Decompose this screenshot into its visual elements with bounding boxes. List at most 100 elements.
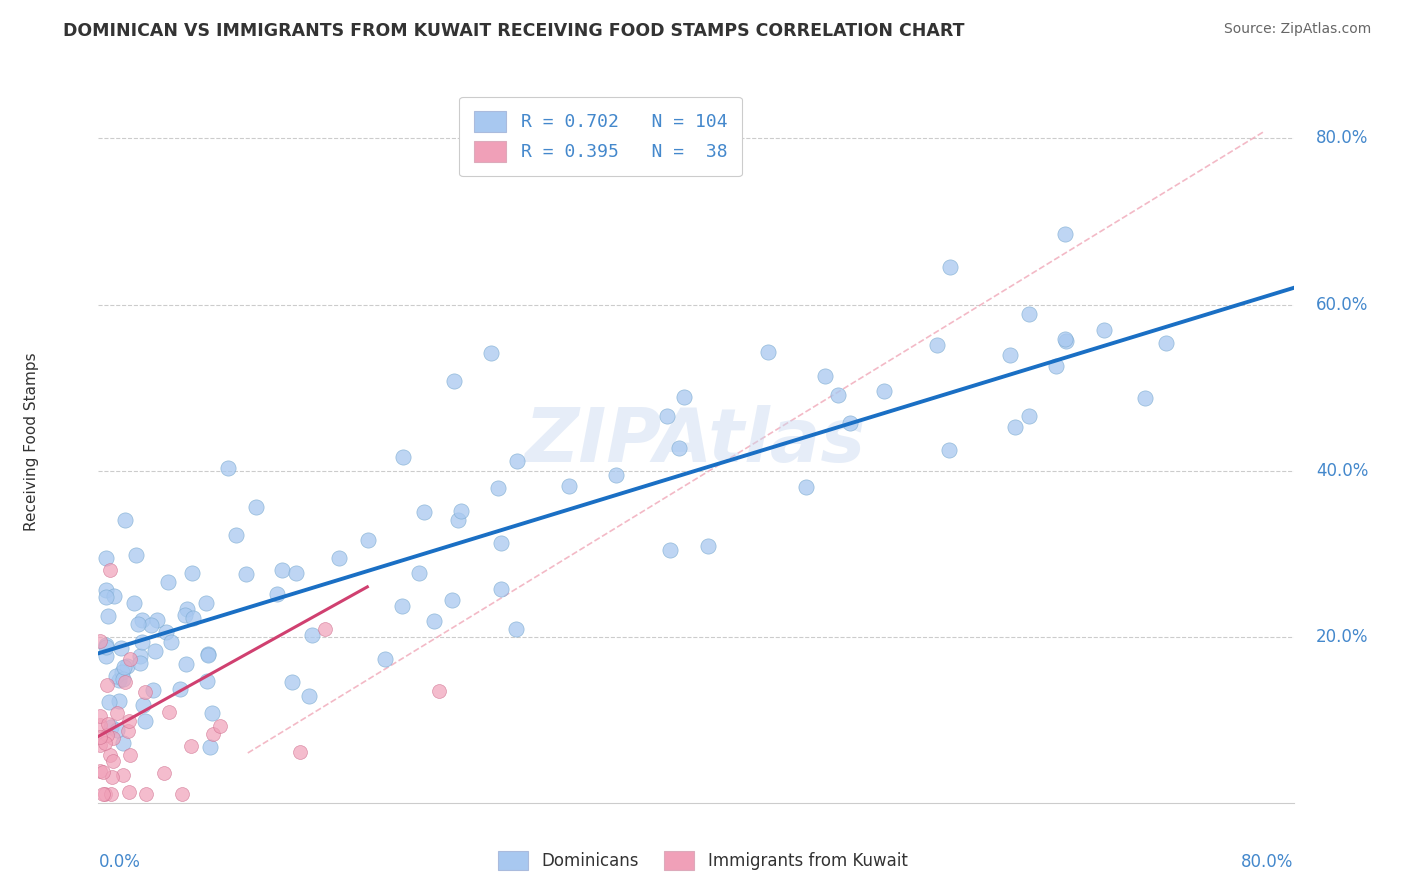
Point [200,706,222,720]
Text: ZIPAtlas: ZIPAtlas [526,405,866,478]
Point [134,685,156,699]
Point [839,416,862,430]
Point [658,542,681,557]
Point [89,731,111,745]
Point [314,622,336,636]
Point [479,345,502,359]
Point [135,788,157,802]
Point [413,505,436,519]
Point [91,764,114,779]
Point [93,737,115,751]
Point [486,481,509,495]
Point [110,641,132,656]
Point [156,575,179,590]
Point [796,480,818,494]
Point [756,345,779,359]
Point [181,611,204,625]
Point [441,592,464,607]
Text: 60.0%: 60.0% [1316,295,1368,313]
Point [374,651,396,665]
Point [142,682,165,697]
Point [94,583,117,598]
Point [174,657,197,672]
Point [112,768,135,782]
Point [97,608,120,623]
Point [131,635,153,649]
Point [281,674,304,689]
Point [157,705,180,719]
Point [672,390,695,404]
Point [100,748,122,763]
Point [118,747,141,762]
Point [94,550,117,565]
Point [107,673,129,688]
Point [94,788,117,802]
Point [558,479,581,493]
Point [217,461,239,475]
Point [1054,227,1077,241]
Legend: R = 0.702   N = 104, R = 0.395   N =  38: R = 0.702 N = 104, R = 0.395 N = 38 [460,96,741,176]
Point [111,736,134,750]
Point [105,723,128,737]
Point [117,724,139,739]
Point [89,764,111,778]
Point [200,739,222,754]
Point [696,539,718,553]
Text: 20.0%: 20.0% [1316,628,1368,646]
Point [197,648,219,662]
Point [117,785,139,799]
Point [98,695,121,709]
Point [103,731,125,746]
Point [301,628,323,642]
Point [127,617,149,632]
Point [173,608,195,623]
Point [201,726,224,740]
Point [1054,332,1077,346]
Text: 0.0%: 0.0% [98,853,141,871]
Point [100,788,122,802]
Point [94,590,117,604]
Point [172,788,194,802]
Point [505,622,527,636]
Point [114,513,136,527]
Point [128,649,150,664]
Point [125,548,148,562]
Point [447,513,470,527]
Point [146,613,169,627]
Point [288,745,311,759]
Point [131,613,153,627]
Point [89,634,111,648]
Point [115,659,138,673]
Point [101,754,124,768]
Point [107,694,129,708]
Point [1154,336,1177,351]
Point [356,533,378,547]
Point [89,708,111,723]
Point [89,738,111,752]
Text: 40.0%: 40.0% [1316,461,1368,480]
Point [450,504,472,518]
Point [96,678,118,692]
Legend: Dominicans, Immigrants from Kuwait: Dominicans, Immigrants from Kuwait [492,844,914,877]
Point [105,706,128,720]
Point [235,567,257,582]
Point [1045,359,1067,373]
Point [443,374,465,388]
Point [298,689,321,703]
Point [169,681,191,696]
Text: 80.0%: 80.0% [1316,129,1368,147]
Point [128,657,150,671]
Point [96,728,118,742]
Point [181,566,204,580]
Point [155,625,177,640]
Point [100,720,122,734]
Point [489,582,512,597]
Point [105,669,128,683]
Point [245,500,267,514]
Point [176,601,198,615]
Point [111,665,134,679]
Point [668,442,690,456]
Point [225,528,247,542]
Point [1133,391,1156,405]
Point [1054,334,1077,348]
